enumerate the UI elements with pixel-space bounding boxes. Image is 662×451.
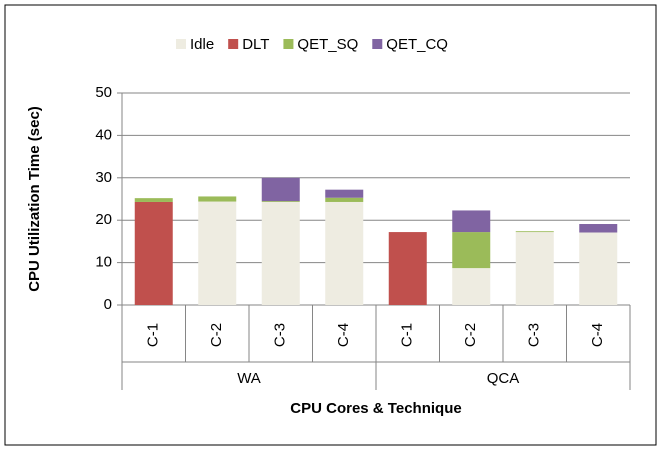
bar-segment [261, 201, 300, 202]
bar-segment [452, 268, 491, 305]
bar-segment [198, 196, 237, 202]
bar-segment [452, 232, 491, 269]
x-tick-label: C-1 [145, 323, 162, 347]
x-tick-label: C-3 [272, 323, 289, 347]
legend-label: QET_SQ [297, 36, 358, 53]
x-axis-title: CPU Cores & Technique [290, 400, 461, 417]
x-tick-label: C-4 [335, 323, 352, 347]
y-tick-label: 30 [95, 169, 112, 186]
y-tick-label: 0 [104, 296, 112, 313]
x-tick-label: C-2 [208, 323, 225, 347]
legend-label: QET_CQ [386, 36, 448, 53]
y-tick-label: 20 [95, 211, 112, 228]
bar-segment [134, 198, 173, 202]
legend-swatch [283, 39, 294, 49]
x-tick-label: C-4 [589, 323, 606, 347]
y-tick-label: 10 [95, 254, 112, 271]
legend-swatch [228, 39, 239, 49]
group-label: WA [237, 370, 261, 387]
bar-segment [325, 201, 364, 305]
x-tick-label: C-1 [399, 323, 416, 347]
bar-segment [515, 231, 554, 233]
bar-segment [198, 201, 237, 305]
bar-segment [452, 210, 491, 233]
bar-segment [134, 201, 173, 305]
legend-label: DLT [242, 36, 269, 53]
bar-segment [261, 177, 300, 202]
bar-segment [261, 201, 300, 305]
group-label: QCA [487, 370, 520, 387]
x-tick-label: C-2 [462, 323, 479, 347]
bar-segment [325, 189, 364, 198]
y-tick-label: 50 [95, 84, 112, 101]
x-tick-label: C-3 [526, 323, 543, 347]
bar-segment [579, 232, 618, 305]
y-axis-title: CPU Utilization Time (sec) [26, 106, 43, 292]
bar-segment [325, 197, 364, 202]
bar-segment [515, 232, 554, 305]
bar-segment [579, 224, 618, 233]
bar-segment [388, 232, 427, 305]
legend-label: Idle [190, 36, 214, 53]
legend-swatch [176, 39, 186, 49]
legend-swatch [372, 39, 383, 49]
y-tick-label: 40 [95, 126, 112, 143]
